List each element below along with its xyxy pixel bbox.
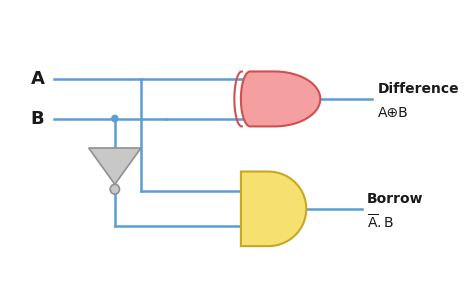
Polygon shape	[241, 172, 306, 246]
Circle shape	[110, 184, 119, 194]
Polygon shape	[241, 71, 320, 126]
Text: B: B	[31, 110, 45, 128]
Text: A: A	[31, 70, 45, 88]
Text: A⊕B: A⊕B	[378, 106, 409, 120]
Circle shape	[111, 115, 118, 123]
Polygon shape	[89, 148, 141, 184]
Text: $\overline{\rm A}$$\rm .B$: $\overline{\rm A}$$\rm .B$	[367, 213, 394, 232]
Text: Difference: Difference	[378, 82, 460, 96]
Text: Borrow: Borrow	[367, 192, 423, 206]
